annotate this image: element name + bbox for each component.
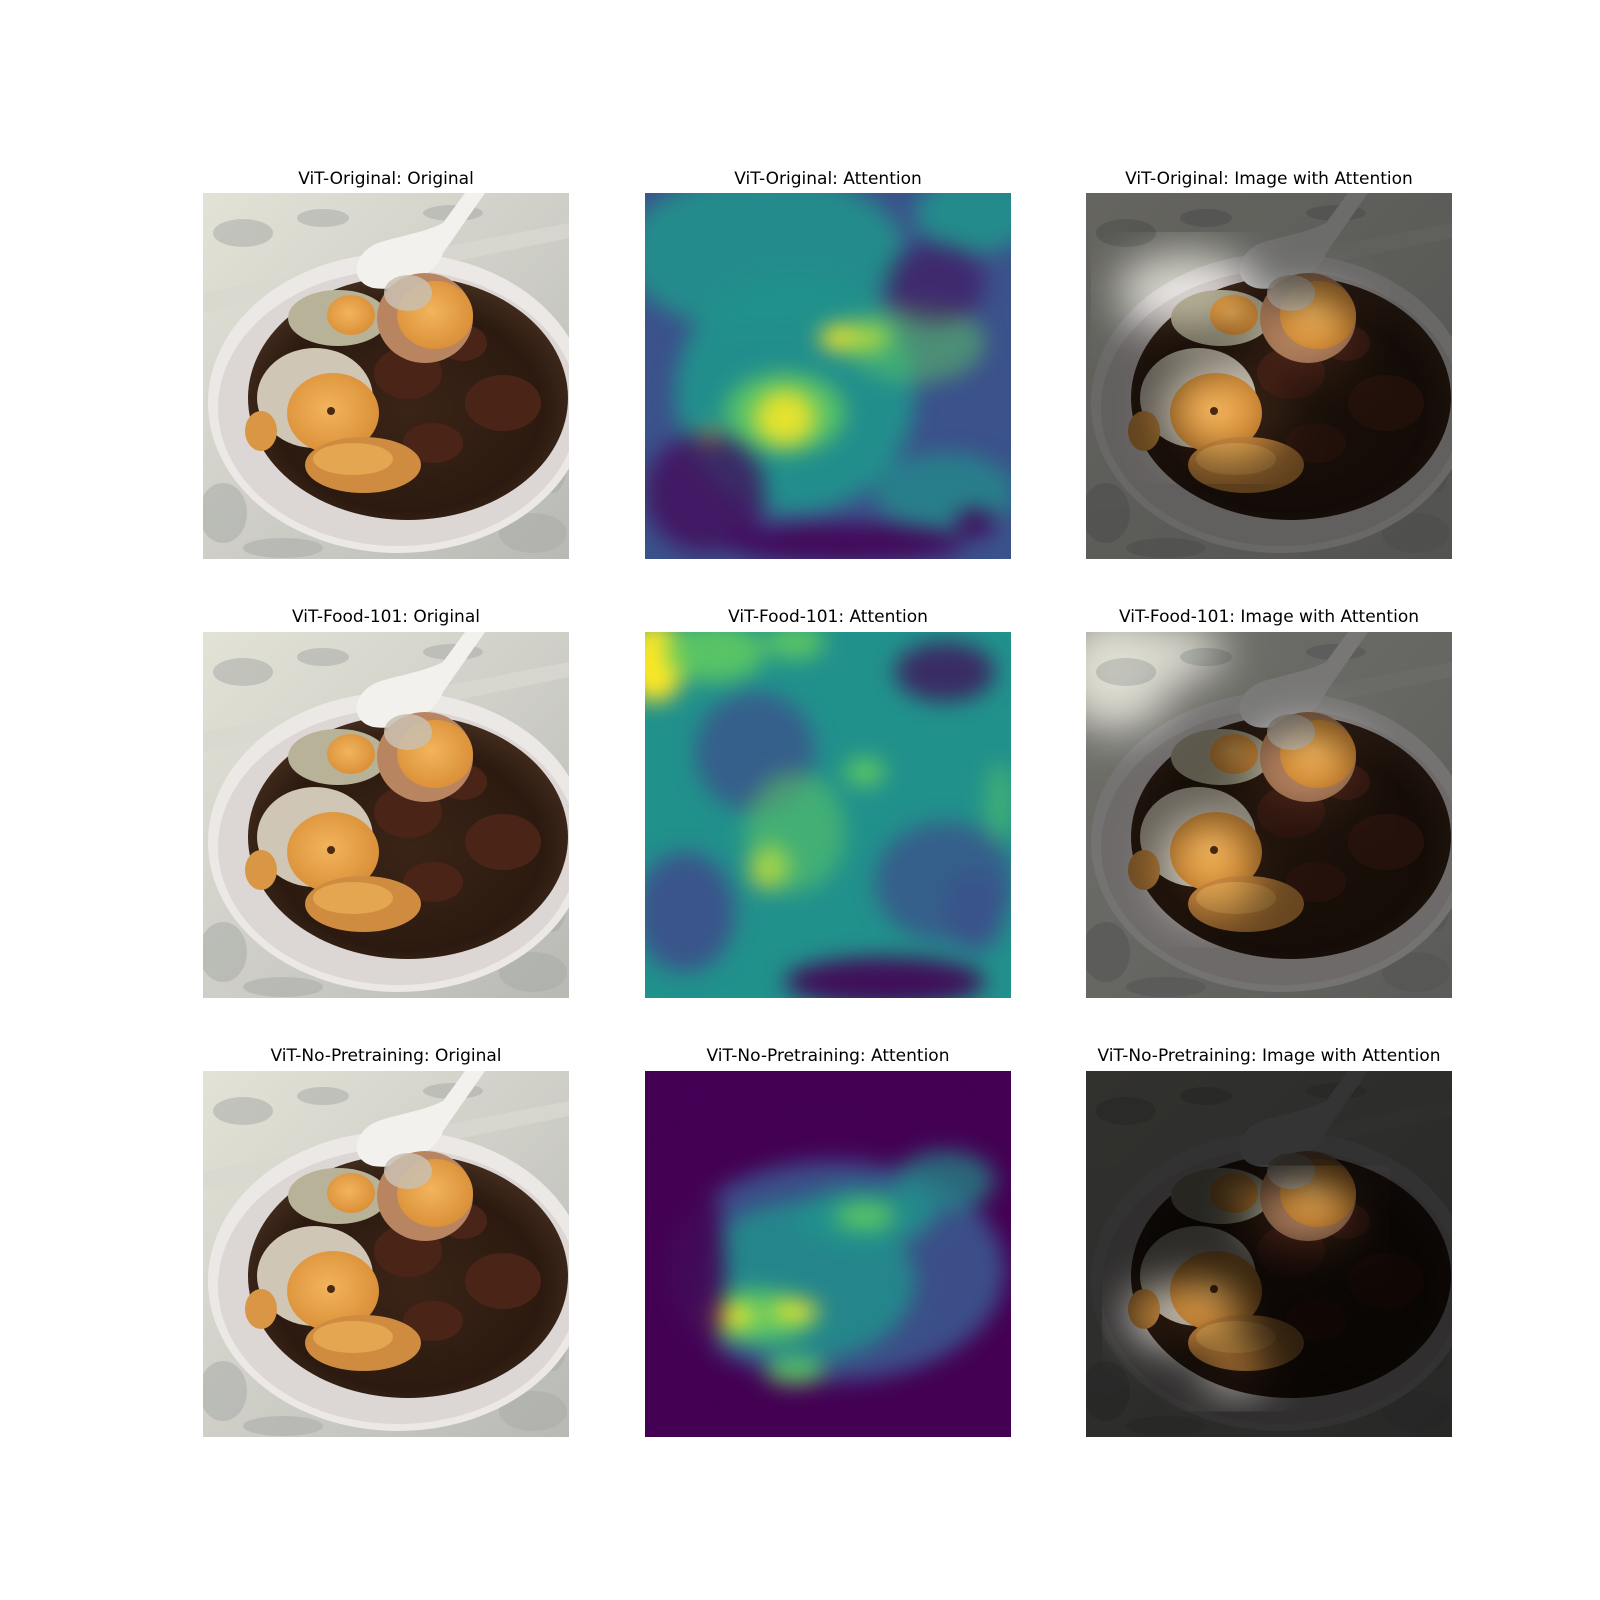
heatmap-blobs <box>645 1081 1005 1391</box>
overlay-shade <box>1086 1071 1452 1437</box>
overlay-image-vit-nopretrain <box>1086 1071 1452 1437</box>
attention-map-vit-original <box>645 193 1011 559</box>
heatmap-vit-nopretrain <box>645 1071 1011 1437</box>
panel-title-vit-nopretrain-attention: ViT-No-Pretraining: Attention <box>706 1046 950 1066</box>
heatmap-blob <box>835 1202 895 1230</box>
heatmap-blob <box>845 758 885 786</box>
overlay-shade <box>1086 632 1452 998</box>
original-image-vit-food101 <box>203 632 569 998</box>
heatmap-blob <box>895 1151 995 1211</box>
heatmap-blob <box>645 852 735 972</box>
original-image-vit-original <box>203 193 569 559</box>
heatmap-blob <box>725 523 965 559</box>
overlay-vit-food101 <box>1086 632 1452 998</box>
panel-title-vit-original-overlay: ViT-Original: Image with Attention <box>1125 169 1413 189</box>
heatmap-blob <box>645 1151 725 1391</box>
food-photo-vit-nopretrain <box>203 1071 569 1437</box>
panel-title-vit-food101-attention: ViT-Food-101: Attention <box>728 607 928 627</box>
heatmap-blob <box>765 632 825 660</box>
heatmap-blob <box>745 772 845 892</box>
heatmap-blob <box>695 1081 955 1141</box>
heatmap-blob <box>955 509 995 537</box>
overlay-image-vit-food101 <box>1086 632 1452 998</box>
heatmap-blobs <box>645 632 1011 998</box>
heatmap-vit-food101 <box>645 632 1011 998</box>
heatmap-blob <box>785 957 985 998</box>
food-photo-vit-original <box>203 193 569 559</box>
heatmap-blob <box>771 1301 819 1321</box>
panel-title-vit-nopretrain-original: ViT-No-Pretraining: Original <box>270 1046 502 1066</box>
heatmap-blob <box>885 243 985 323</box>
heatmap-blobs <box>645 193 1011 559</box>
heatmap-blob <box>945 872 1005 952</box>
overlay-image-vit-original <box>1086 193 1452 559</box>
attention-map-vit-food101 <box>645 632 1011 998</box>
heatmap-blob <box>985 762 1011 842</box>
panel-title-vit-original-original: ViT-Original: Original <box>298 169 474 189</box>
original-image-vit-nopretrain <box>203 1071 569 1437</box>
panel-title-vit-nopretrain-overlay: ViT-No-Pretraining: Image with Attention <box>1097 1046 1441 1066</box>
heatmap-blob <box>645 433 765 553</box>
panel-title-vit-food101-original: ViT-Food-101: Original <box>292 607 480 627</box>
overlay-vit-nopretrain <box>1086 1071 1452 1437</box>
heatmap-blob <box>765 1357 825 1385</box>
panel-title-vit-food101-overlay: ViT-Food-101: Image with Attention <box>1119 607 1419 627</box>
heatmap-blob <box>755 390 815 446</box>
heatmap-blob <box>915 193 1011 253</box>
heatmap-blob <box>895 642 995 702</box>
overlay-vit-original <box>1086 193 1452 559</box>
panel-title-vit-original-attention: ViT-Original: Attention <box>734 169 922 189</box>
food-photo-vit-food101 <box>203 632 569 998</box>
overlay-shade <box>1086 193 1452 559</box>
heatmap-blob <box>665 632 765 682</box>
attention-map-vit-nopretrain <box>645 1071 1011 1437</box>
heatmap-vit-original <box>645 193 1011 559</box>
heatmap-blob <box>845 303 985 383</box>
